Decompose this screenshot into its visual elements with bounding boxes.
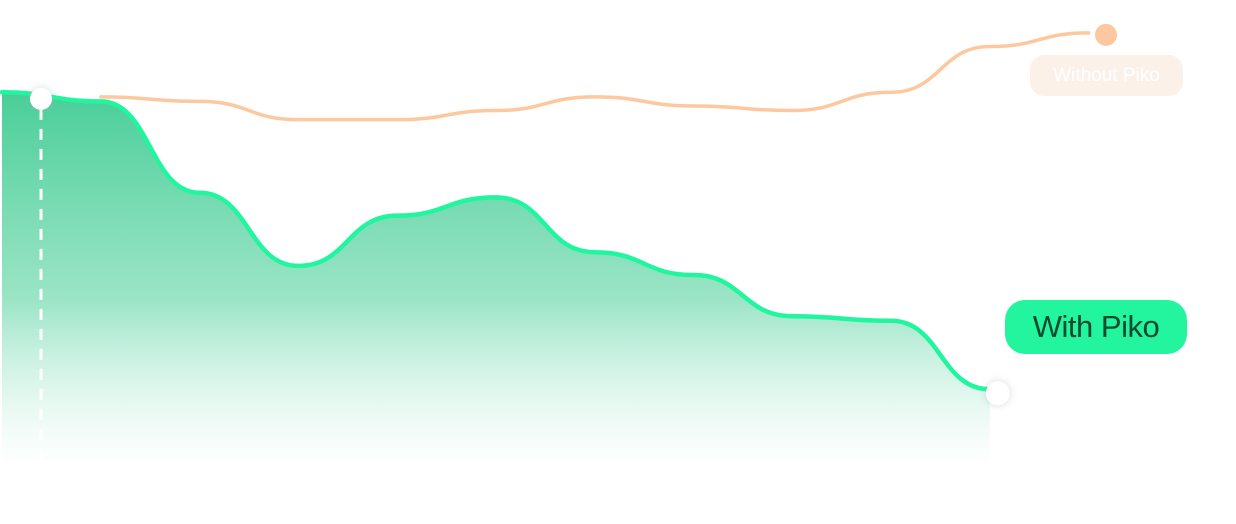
with-piko-label: With Piko xyxy=(1005,300,1187,354)
without-piko-label: Without Piko xyxy=(1030,55,1183,96)
with-piko-end-marker xyxy=(985,381,1010,406)
with-piko-area xyxy=(2,92,990,468)
with-piko-start-marker xyxy=(30,87,52,110)
without-piko-line xyxy=(99,31,1091,122)
with-piko-line xyxy=(0,90,993,392)
without-piko-end-marker xyxy=(1095,23,1117,46)
